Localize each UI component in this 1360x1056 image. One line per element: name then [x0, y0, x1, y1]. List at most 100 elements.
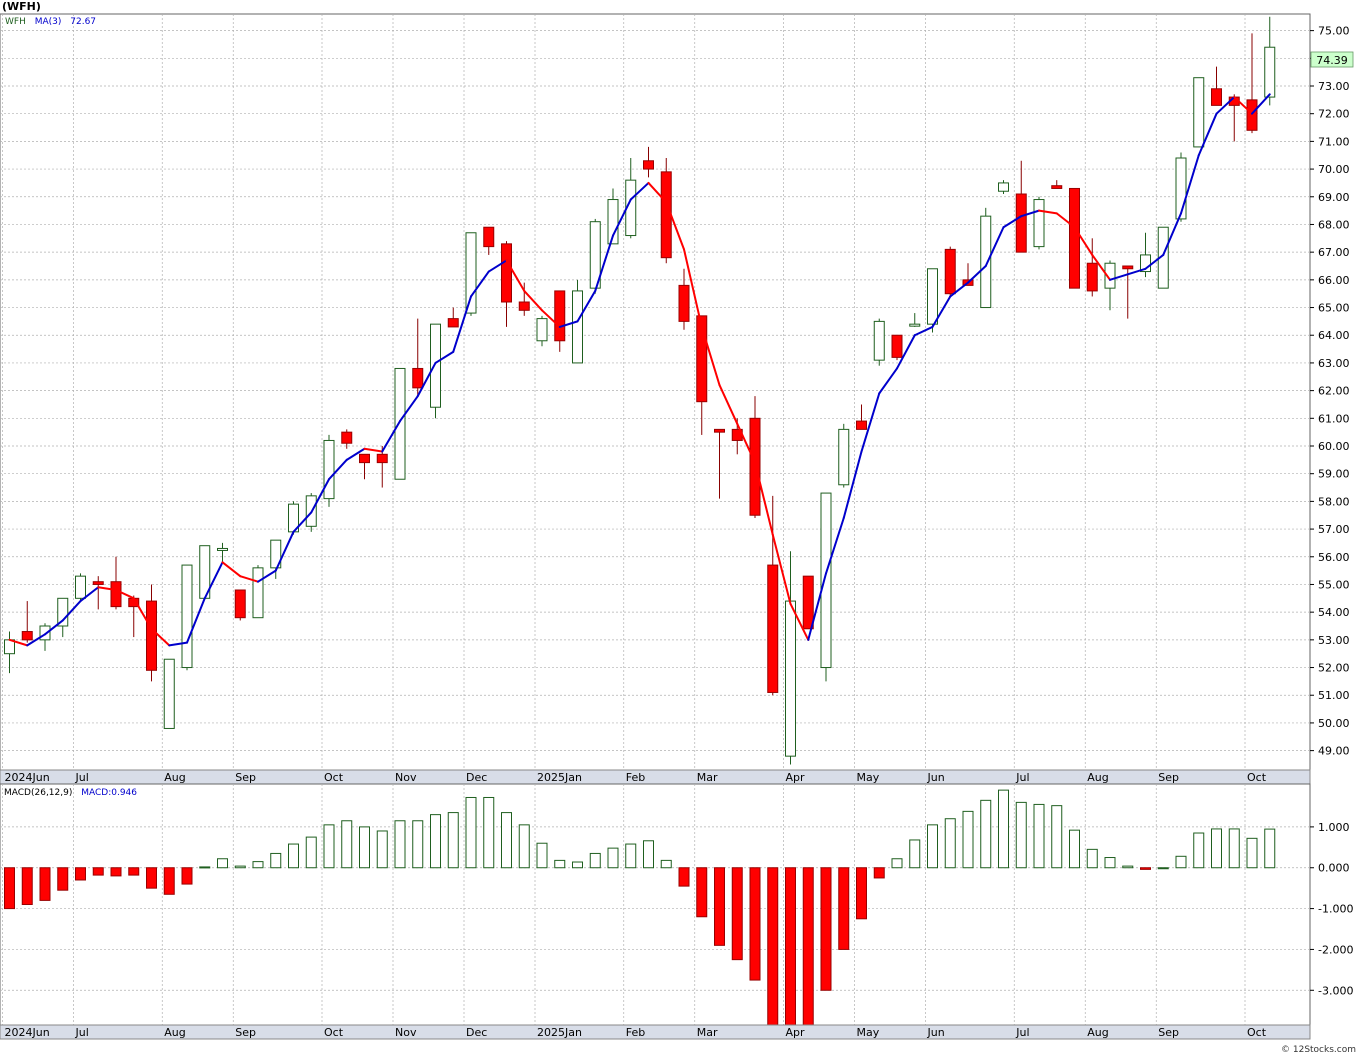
price-y-tick-label: 51.00	[1318, 689, 1350, 702]
candle	[714, 428, 725, 499]
macd-panel: -3.000 -2.000 -1.000 0.000 1.000	[0, 783, 1353, 1026]
macd-bar-positive	[323, 824, 335, 869]
price-y-tick-label: 59.00	[1318, 468, 1350, 481]
candle	[643, 146, 654, 178]
macd-bar-negative	[110, 867, 122, 877]
macd-y-tick-label: 1.000	[1318, 821, 1350, 834]
ma-segment	[967, 265, 987, 284]
candle	[696, 315, 708, 435]
macd-bar-positive	[536, 842, 548, 869]
ma-segment	[221, 561, 242, 578]
ma-segment	[1215, 96, 1236, 115]
candle-body-up	[323, 439, 335, 500]
price-x-tick-label: Oct	[1247, 771, 1267, 784]
ma-segment	[8, 638, 29, 647]
candle	[980, 207, 992, 309]
price-gridlines	[0, 14, 1310, 770]
ma-segment	[1180, 154, 1200, 215]
macd-x-tick-label: May	[857, 1026, 880, 1039]
price-y-tick-label: 62.00	[1318, 385, 1350, 398]
candle	[1193, 77, 1205, 148]
macd-bar-negative	[146, 867, 157, 889]
macd-bar-positive	[1122, 865, 1134, 869]
macd-legend-label: MACD(26,12,9)	[4, 788, 72, 798]
candle-body-down	[146, 600, 157, 671]
macd-legend-value: MACD:0.946	[81, 788, 137, 798]
macd-bar-positive	[1051, 805, 1063, 869]
candle	[1069, 187, 1080, 289]
macd-bars	[4, 789, 1276, 1026]
candle	[39, 623, 51, 651]
candle	[394, 367, 406, 480]
candle-body-up	[57, 597, 69, 627]
ma-segment	[1197, 112, 1218, 157]
candle-body-down	[1051, 185, 1063, 189]
candle-body-up	[270, 539, 282, 569]
macd-x-tick-label: 2025Jan	[537, 1026, 582, 1039]
macd-bar-negative	[1140, 867, 1151, 870]
ma-segment	[97, 586, 117, 591]
ma-segment	[718, 384, 739, 425]
macd-bar-positive	[980, 799, 992, 869]
macd-bar-positive	[430, 814, 441, 869]
svg-text:MACD(26,12,9) MACD:0.946: MACD(26,12,9) MACD:0.946	[4, 788, 137, 798]
price-y-tick-label: 49.00	[1318, 745, 1350, 758]
candle-body-down	[412, 367, 424, 389]
candle-body-up	[430, 323, 441, 408]
macd-x-tick-label: Sep	[235, 1026, 256, 1039]
macd-bar-positive	[234, 865, 246, 869]
price-y-tick-label: 52.00	[1318, 662, 1350, 675]
ma-segment	[1144, 253, 1165, 270]
candle-body-up	[217, 547, 228, 551]
candle	[1033, 196, 1045, 250]
macd-bar-negative	[873, 867, 885, 879]
candle-body-up	[873, 320, 885, 361]
candle-body-down	[1246, 99, 1258, 131]
macd-bar-negative	[57, 867, 69, 891]
ma-segment	[345, 447, 366, 461]
macd-bar-positive	[1193, 832, 1205, 869]
candle	[146, 584, 157, 682]
ma-segment	[1020, 209, 1040, 218]
ma-segment	[558, 320, 579, 328]
ma-segment	[612, 198, 632, 237]
ma-segment	[381, 420, 401, 453]
ma-segment	[79, 586, 100, 603]
macd-bar-positive	[1069, 829, 1080, 869]
candle	[767, 495, 779, 696]
candle-body-down	[447, 318, 459, 328]
macd-bar-positive	[217, 858, 228, 869]
watermark: © 12Stocks.com	[1281, 1045, 1356, 1055]
macd-bar-positive	[252, 861, 264, 869]
candle-body-down	[678, 284, 690, 322]
ma-segment	[168, 641, 188, 647]
ma-segment	[594, 234, 614, 292]
candle-body-up	[607, 199, 619, 245]
ma-segment	[1109, 273, 1129, 281]
ma-segment	[257, 569, 277, 583]
price-x-tick-label: Feb	[626, 771, 645, 784]
price-y-tick-label: 67.00	[1318, 246, 1350, 259]
macd-bar-negative	[714, 867, 725, 946]
candle-body-down	[1211, 88, 1222, 106]
ma-segment	[274, 530, 295, 572]
candle-body-down	[891, 334, 903, 358]
candle-body-down	[944, 248, 956, 295]
ma-segment	[896, 334, 916, 370]
ma-segment	[842, 450, 863, 519]
macd-bar-negative	[75, 867, 86, 881]
candle-body-up	[927, 268, 938, 325]
ma-segment	[310, 478, 330, 514]
candle	[341, 429, 353, 449]
ma-segment	[931, 295, 952, 328]
candle-body-up	[465, 232, 477, 314]
candle	[1246, 33, 1258, 134]
candle-body-down	[92, 581, 104, 585]
macd-bar-negative	[767, 867, 779, 1026]
ma-segment	[186, 597, 206, 644]
ma-segment	[1233, 96, 1253, 115]
candle	[234, 589, 246, 621]
ma-segment	[789, 602, 810, 641]
ma-segment	[665, 201, 685, 251]
price-plot-area	[0, 13, 1311, 771]
